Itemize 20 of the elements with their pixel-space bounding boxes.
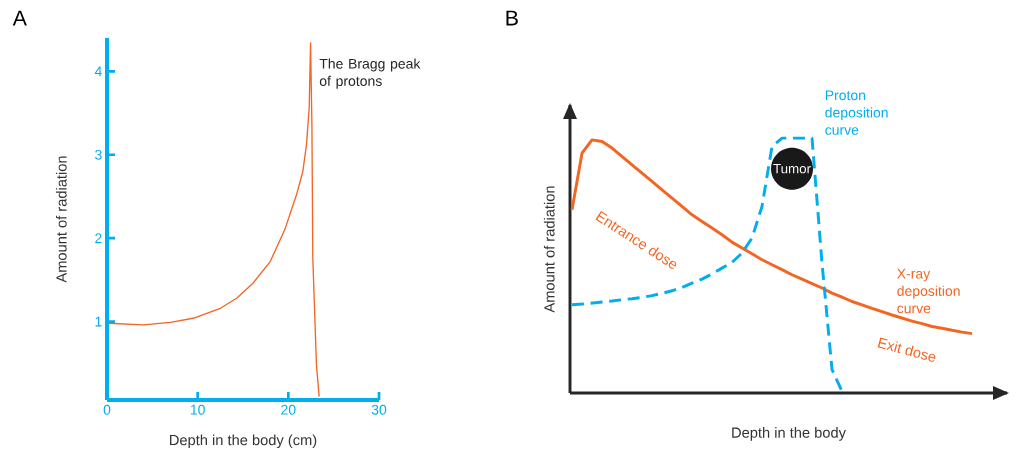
annotation: Tumor (773, 164, 811, 174)
y-tick-label: 1 (95, 316, 102, 327)
y-axis-title: Amount of radiation (543, 186, 555, 313)
annotation: Exit dose (877, 337, 936, 362)
chart-title: B (506, 10, 518, 26)
x-axis-title: Depth in the body (cm) (170, 434, 317, 449)
series-label: Proton deposition curve (825, 90, 888, 135)
x-tick-label: 30 (371, 404, 387, 415)
series-label: X-ray deposition curve (897, 268, 960, 314)
y-tick-label: 3 (95, 149, 102, 160)
chart-title: A (12, 10, 27, 26)
x-tick-label: 0 (103, 404, 111, 415)
y-axis-title: Amount of radiation (55, 156, 67, 283)
x-axis-title: Depth in the body (732, 427, 846, 441)
y-tick-label: 2 (95, 233, 102, 244)
y-tick-label: 4 (94, 66, 102, 77)
x-tick-label: 10 (190, 404, 205, 415)
line-series (108, 42, 320, 398)
x-tick-label: 20 (281, 404, 296, 415)
annotation: The Bragg peak of protons (319, 58, 421, 89)
